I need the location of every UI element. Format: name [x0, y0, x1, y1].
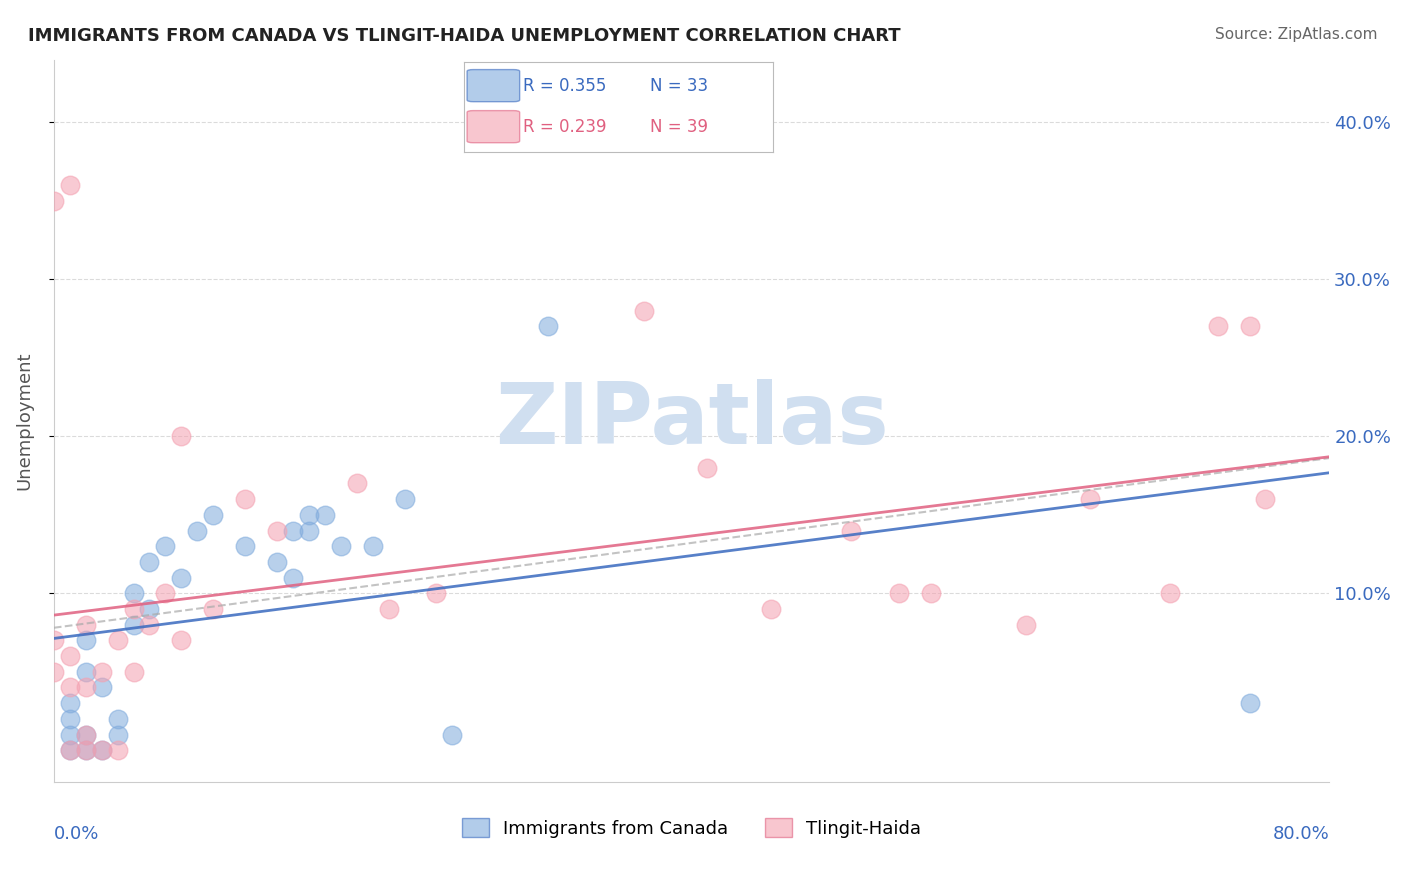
- Point: [1078, 492, 1101, 507]
- Point: [361, 539, 384, 553]
- Point: [75, 681, 97, 695]
- Point: [138, 617, 160, 632]
- Text: 0.0%: 0.0%: [53, 825, 100, 843]
- Point: [107, 633, 129, 648]
- Point: [75, 743, 97, 757]
- Point: [1239, 319, 1261, 334]
- Point: [186, 524, 208, 538]
- Point: [266, 524, 288, 538]
- Point: [1159, 586, 1181, 600]
- Point: [59, 743, 82, 757]
- Point: [887, 586, 910, 600]
- Point: [75, 617, 97, 632]
- Point: [107, 728, 129, 742]
- Point: [170, 571, 193, 585]
- Point: [155, 539, 177, 553]
- Point: [42, 665, 65, 679]
- Point: [633, 303, 655, 318]
- Point: [298, 508, 321, 522]
- Legend: Immigrants from Canada, Tlingit-Haida: Immigrants from Canada, Tlingit-Haida: [454, 811, 928, 845]
- Text: Source: ZipAtlas.com: Source: ZipAtlas.com: [1215, 27, 1378, 42]
- Point: [281, 571, 304, 585]
- Point: [170, 429, 193, 443]
- Point: [377, 602, 399, 616]
- Point: [696, 460, 718, 475]
- Text: IMMIGRANTS FROM CANADA VS TLINGIT-HAIDA UNEMPLOYMENT CORRELATION CHART: IMMIGRANTS FROM CANADA VS TLINGIT-HAIDA …: [28, 27, 901, 45]
- Text: N = 39: N = 39: [650, 118, 707, 136]
- Point: [394, 492, 416, 507]
- Point: [90, 681, 112, 695]
- Point: [59, 696, 82, 710]
- Point: [59, 649, 82, 664]
- Point: [314, 508, 336, 522]
- Point: [59, 712, 82, 726]
- Text: R = 0.355: R = 0.355: [523, 77, 606, 95]
- Point: [155, 586, 177, 600]
- Point: [42, 194, 65, 208]
- Point: [329, 539, 352, 553]
- Point: [75, 728, 97, 742]
- Point: [1206, 319, 1229, 334]
- Point: [75, 743, 97, 757]
- Point: [839, 524, 862, 538]
- Point: [346, 476, 368, 491]
- Point: [107, 743, 129, 757]
- Point: [537, 319, 560, 334]
- Point: [920, 586, 942, 600]
- Point: [75, 633, 97, 648]
- Point: [75, 728, 97, 742]
- Point: [233, 539, 256, 553]
- Point: [122, 665, 145, 679]
- Point: [122, 617, 145, 632]
- Point: [59, 743, 82, 757]
- Point: [202, 508, 225, 522]
- Point: [42, 633, 65, 648]
- Point: [202, 602, 225, 616]
- FancyBboxPatch shape: [467, 70, 520, 102]
- Point: [122, 602, 145, 616]
- Point: [138, 555, 160, 569]
- Text: ZIPatlas: ZIPatlas: [495, 379, 889, 462]
- Point: [90, 665, 112, 679]
- Point: [266, 555, 288, 569]
- Text: 80.0%: 80.0%: [1272, 825, 1329, 843]
- Point: [1015, 617, 1038, 632]
- Point: [138, 602, 160, 616]
- Point: [90, 743, 112, 757]
- Point: [90, 743, 112, 757]
- Point: [122, 586, 145, 600]
- Point: [761, 602, 783, 616]
- Text: R = 0.239: R = 0.239: [523, 118, 606, 136]
- Point: [59, 728, 82, 742]
- Point: [59, 178, 82, 193]
- Text: N = 33: N = 33: [650, 77, 707, 95]
- Point: [441, 728, 464, 742]
- Point: [59, 681, 82, 695]
- Point: [1254, 492, 1277, 507]
- Point: [281, 524, 304, 538]
- Point: [75, 665, 97, 679]
- Point: [170, 633, 193, 648]
- Point: [1239, 696, 1261, 710]
- Point: [425, 586, 447, 600]
- Y-axis label: Unemployment: Unemployment: [15, 351, 32, 490]
- Point: [107, 712, 129, 726]
- Point: [233, 492, 256, 507]
- Point: [298, 524, 321, 538]
- FancyBboxPatch shape: [467, 111, 520, 143]
